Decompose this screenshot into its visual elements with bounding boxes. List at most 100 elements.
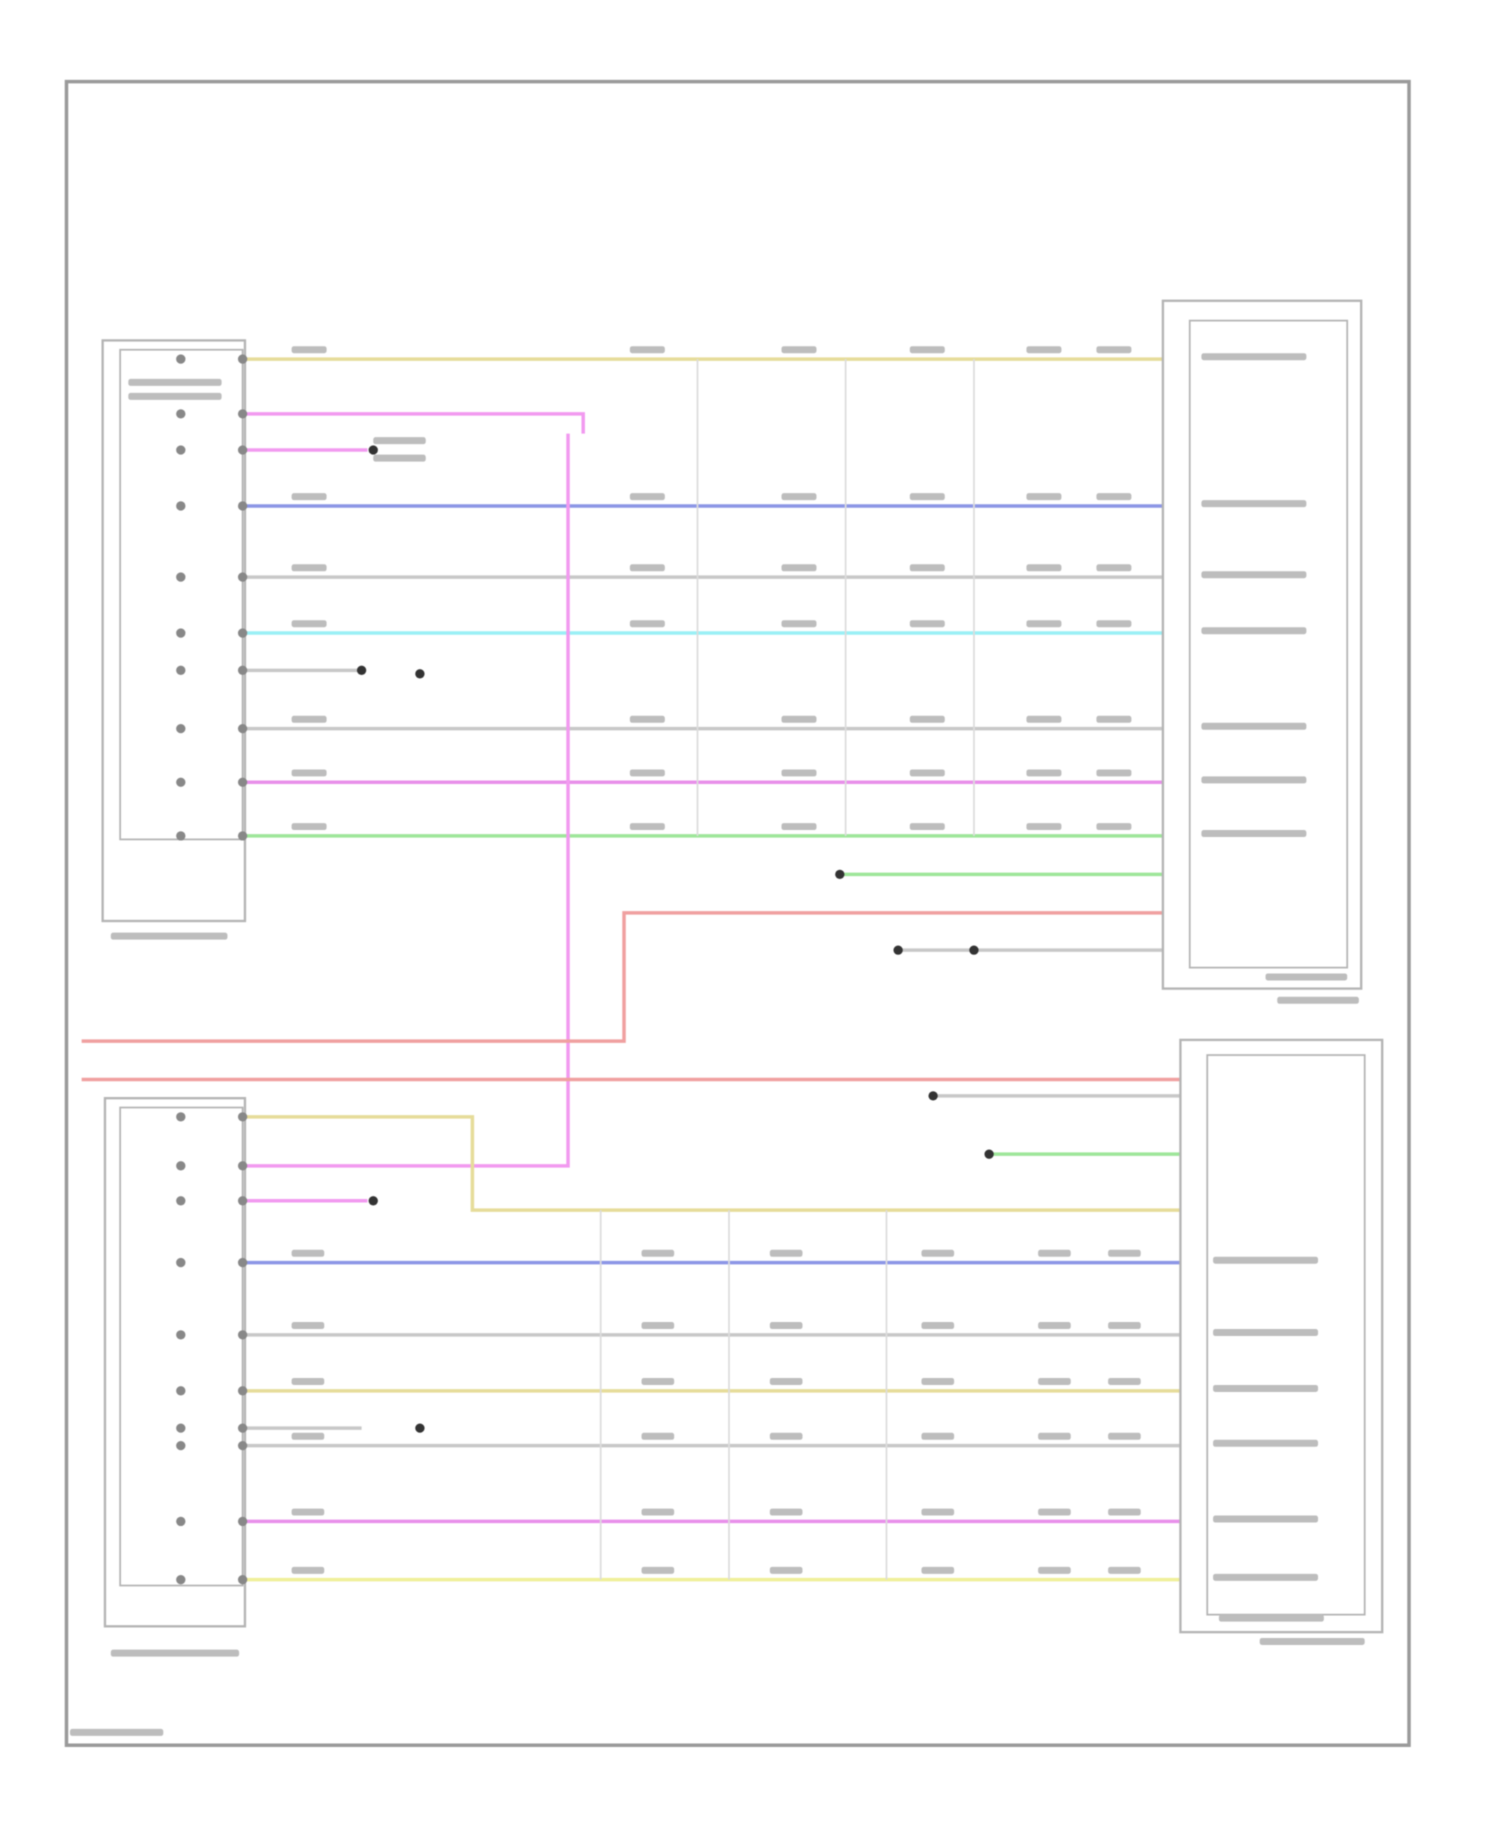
label-placeholder (1096, 823, 1132, 831)
label-placeholder (769, 1566, 803, 1574)
splice-dot (928, 1091, 938, 1101)
label-placeholder (291, 1566, 325, 1574)
label-placeholder (769, 1432, 803, 1440)
label-placeholder (1026, 769, 1062, 777)
label-placeholder (641, 1249, 675, 1257)
label-placeholder (1026, 620, 1062, 628)
label-placeholder (909, 769, 945, 777)
switch-pin (176, 777, 186, 787)
label-placeholder (781, 346, 817, 354)
terminal-pin (237, 665, 248, 676)
switch-pin (176, 1196, 186, 1206)
label-placeholder (1213, 1573, 1319, 1581)
label-placeholder (1218, 1614, 1324, 1622)
label-placeholder (629, 620, 665, 628)
label-placeholder (1096, 620, 1132, 628)
label-placeholder (921, 1377, 955, 1385)
terminal-pin (237, 1330, 248, 1340)
label-placeholder (641, 1322, 675, 1330)
label-placeholder (1108, 1508, 1141, 1516)
label-placeholder (1201, 500, 1307, 508)
label-placeholder (1201, 830, 1307, 838)
label-placeholder (769, 1377, 803, 1385)
label-placeholder (1038, 1249, 1071, 1257)
switch-pin (176, 1516, 186, 1527)
label-placeholder (1213, 1515, 1319, 1523)
switch-pin (176, 409, 186, 419)
label-placeholder (1038, 1508, 1071, 1516)
label-placeholder (921, 1508, 955, 1516)
terminal-pin (237, 1516, 248, 1527)
switch-pin (176, 445, 186, 455)
label-placeholder (291, 1249, 325, 1257)
label-placeholder (1213, 1384, 1319, 1392)
label-placeholder (291, 715, 327, 723)
upper-connector-inner (1188, 319, 1349, 969)
wire-pink-crossover (244, 433, 570, 1168)
label-placeholder (1026, 715, 1062, 723)
label-placeholder (128, 392, 222, 400)
label-placeholder (629, 564, 665, 572)
label-placeholder (629, 769, 665, 777)
terminal-pin (237, 1112, 248, 1122)
terminal-pin (237, 723, 248, 734)
label-placeholder (291, 1322, 325, 1330)
label-placeholder (781, 620, 817, 628)
terminal-pin (237, 777, 248, 787)
terminal-pin (237, 1196, 248, 1206)
switch-pin (176, 1386, 186, 1396)
terminal-pin (237, 572, 248, 582)
label-placeholder (291, 823, 327, 831)
terminal-pin (237, 1423, 248, 1433)
terminal-pin (237, 628, 248, 638)
label-placeholder (1201, 776, 1307, 784)
diagram-frame (64, 79, 1411, 1747)
label-placeholder (1096, 564, 1132, 572)
label-placeholder (769, 1249, 803, 1257)
label-placeholder (69, 1728, 164, 1736)
switch-pin (176, 354, 186, 364)
switch-pin (176, 831, 186, 841)
upper-switch-box (101, 339, 247, 923)
label-placeholder (110, 932, 228, 940)
label-placeholder (1096, 715, 1132, 723)
lower-connector-box (1179, 1038, 1384, 1634)
label-placeholder (1038, 1377, 1071, 1385)
label-placeholder (781, 769, 817, 777)
label-placeholder (1259, 1637, 1365, 1645)
label-placeholder (909, 620, 945, 628)
splice-dot (368, 445, 378, 455)
switch-pin (176, 723, 186, 734)
label-placeholder (1265, 973, 1348, 981)
label-placeholder (909, 493, 945, 501)
label-placeholder (291, 493, 327, 501)
terminal-pin (237, 831, 248, 841)
switch-pin (176, 1112, 186, 1122)
label-placeholder (1026, 346, 1062, 354)
label-placeholder (1201, 627, 1307, 635)
splice-dot (415, 669, 425, 679)
label-placeholder (373, 454, 426, 462)
label-placeholder (641, 1432, 675, 1440)
splice-dot (969, 945, 979, 955)
components (101, 299, 1384, 1634)
label-placeholder (128, 378, 222, 386)
splice-dot (356, 665, 367, 676)
label-placeholder (291, 1377, 325, 1385)
lower-switch-inner (119, 1106, 244, 1587)
label-placeholder (921, 1249, 955, 1257)
label-placeholder (291, 620, 327, 628)
label-placeholder (629, 823, 665, 831)
label-placeholder (641, 1377, 675, 1385)
upper-connector-box (1161, 299, 1363, 990)
label-placeholder (1108, 1322, 1141, 1330)
terminal-pin (237, 354, 248, 364)
label-placeholder (629, 493, 665, 501)
switch-pin (176, 1161, 186, 1171)
terminal-pin (237, 409, 248, 419)
switch-pin (176, 1575, 186, 1585)
label-placeholder (781, 564, 817, 572)
terminal-pin (237, 501, 248, 511)
label-placeholder (291, 346, 327, 354)
label-placeholder (1026, 493, 1062, 501)
